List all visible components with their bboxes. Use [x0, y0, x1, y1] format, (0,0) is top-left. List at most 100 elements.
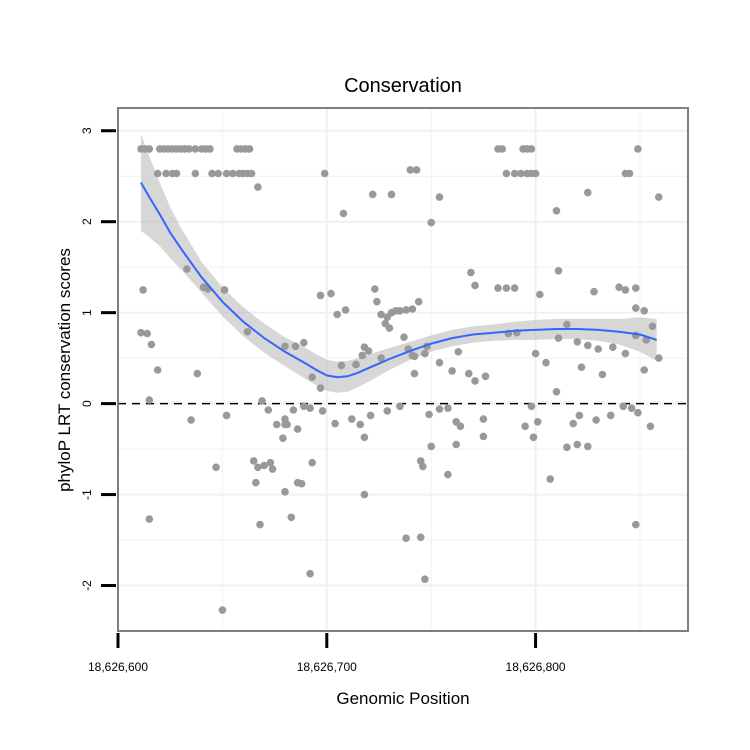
- y-tick-label: -1: [80, 489, 94, 500]
- data-point: [452, 440, 461, 449]
- data-point: [153, 169, 162, 178]
- chart-title: Conservation: [344, 75, 462, 97]
- data-point: [260, 461, 269, 470]
- data-point: [385, 324, 394, 332]
- data-point: [281, 488, 289, 496]
- data-point: [640, 366, 648, 374]
- data-point: [348, 415, 356, 423]
- data-point: [590, 287, 598, 296]
- data-point: [373, 297, 381, 306]
- data-point: [563, 320, 571, 329]
- data-point: [191, 169, 200, 178]
- data-point: [619, 402, 628, 411]
- data-point: [627, 404, 636, 413]
- data-point: [435, 358, 444, 367]
- data-point: [254, 463, 262, 472]
- data-point: [193, 369, 202, 378]
- data-point: [281, 415, 289, 423]
- data-point: [625, 169, 634, 178]
- data-point: [471, 281, 479, 290]
- data-point: [416, 533, 425, 542]
- data-point: [606, 411, 615, 420]
- y-tick-label: 0: [80, 400, 94, 407]
- data-point: [531, 169, 540, 178]
- data-point: [206, 145, 214, 153]
- scatter-points: [137, 145, 663, 614]
- data-point: [172, 169, 181, 178]
- data-point: [222, 169, 231, 178]
- confidence-band: [141, 134, 657, 393]
- data-point: [573, 440, 582, 449]
- data-point: [454, 348, 463, 356]
- data-point: [471, 377, 479, 385]
- data-point: [465, 369, 473, 378]
- data-point: [281, 342, 289, 351]
- data-point: [536, 290, 544, 299]
- data-point: [293, 425, 302, 433]
- data-point: [481, 372, 490, 381]
- data-point: [573, 338, 582, 346]
- data-point: [444, 470, 452, 479]
- data-point: [247, 169, 256, 178]
- data-point: [256, 520, 264, 529]
- data-point: [448, 367, 456, 375]
- data-point: [377, 310, 385, 319]
- data-point: [145, 396, 154, 404]
- data-point: [554, 334, 563, 342]
- data-point: [222, 411, 231, 420]
- data-point: [364, 347, 373, 355]
- data-point: [444, 404, 452, 413]
- data-point: [266, 458, 275, 467]
- data-point: [316, 291, 325, 300]
- data-point: [425, 410, 433, 419]
- data-point: [479, 432, 488, 441]
- data-point: [360, 490, 369, 499]
- data-point: [406, 166, 415, 174]
- data-point: [318, 407, 327, 415]
- data-point: [331, 419, 339, 428]
- data-point: [479, 415, 488, 423]
- data-point: [145, 515, 154, 523]
- data-point: [502, 169, 511, 178]
- data-point: [337, 361, 346, 370]
- data-point: [243, 328, 252, 336]
- data-point: [333, 310, 342, 319]
- data-point: [410, 352, 419, 361]
- data-point: [139, 286, 147, 294]
- data-point: [621, 349, 630, 358]
- data-point: [383, 313, 392, 322]
- data-point: [143, 329, 151, 338]
- data-point: [306, 404, 314, 413]
- data-point: [498, 145, 507, 153]
- data-point: [467, 268, 475, 277]
- data-point: [308, 458, 317, 467]
- data-point: [584, 341, 592, 350]
- data-point: [316, 384, 325, 392]
- data-point: [552, 388, 561, 396]
- data-point: [229, 169, 237, 178]
- data-point: [208, 169, 216, 178]
- data-point: [510, 169, 519, 178]
- data-point: [327, 289, 335, 298]
- data-point: [396, 307, 404, 315]
- data-point: [268, 465, 277, 473]
- x-axis: 18,626,600 18,626,700 18,626,800: [88, 633, 566, 674]
- data-point: [339, 209, 348, 218]
- data-point: [577, 363, 586, 372]
- data-point: [356, 420, 365, 429]
- data-point: [640, 307, 648, 315]
- data-point: [554, 267, 563, 275]
- data-point: [377, 354, 385, 362]
- data-point: [308, 373, 317, 382]
- data-point: [421, 575, 429, 583]
- data-point: [297, 479, 306, 488]
- data-point: [435, 193, 444, 201]
- data-point: [366, 411, 375, 420]
- data-point: [306, 569, 314, 578]
- x-tick-label: 18,626,700: [297, 660, 357, 674]
- data-point: [320, 169, 329, 178]
- data-point: [435, 405, 444, 413]
- data-point: [279, 434, 287, 443]
- data-point: [648, 322, 657, 331]
- data-point: [527, 402, 536, 411]
